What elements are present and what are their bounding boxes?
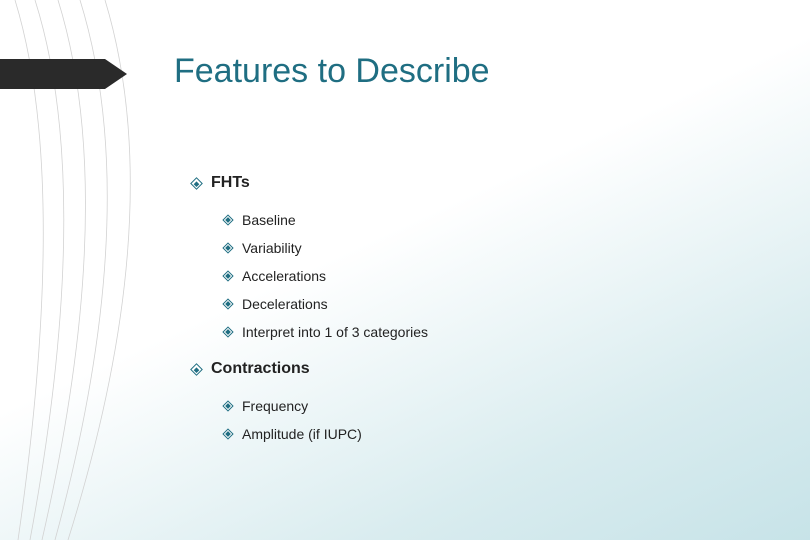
list-item: Interpret into 1 of 3 categories <box>224 324 428 340</box>
list-item: Baseline <box>224 212 428 228</box>
diamond-bullet-icon <box>222 298 233 309</box>
title-banner <box>0 59 127 89</box>
list-item: Variability <box>224 240 428 256</box>
diamond-bullet-icon <box>222 400 233 411</box>
diamond-bullet-icon <box>222 270 233 281</box>
item-label: Interpret into 1 of 3 categories <box>242 324 428 340</box>
diamond-bullet-icon <box>222 326 233 337</box>
diamond-bullet-icon <box>190 177 203 190</box>
section-label: Contractions <box>211 360 310 378</box>
banner-bar <box>0 59 105 89</box>
diamond-bullet-icon <box>222 428 233 439</box>
list-item: Contractions <box>192 360 428 378</box>
diamond-bullet-icon <box>190 363 203 376</box>
diamond-bullet-icon <box>222 214 233 225</box>
item-label: Variability <box>242 240 302 256</box>
diamond-bullet-icon <box>222 242 233 253</box>
item-label: Frequency <box>242 398 308 414</box>
banner-arrow-icon <box>105 59 127 89</box>
item-label: Baseline <box>242 212 296 228</box>
slide-title: Features to Describe <box>174 52 490 91</box>
list-item: Amplitude (if IUPC) <box>224 426 428 442</box>
slide-content: FHTs Baseline Variability Accelerations … <box>192 174 428 454</box>
item-label: Decelerations <box>242 296 328 312</box>
section-label: FHTs <box>211 174 250 192</box>
item-label: Accelerations <box>242 268 326 284</box>
list-item: Accelerations <box>224 268 428 284</box>
list-item: Decelerations <box>224 296 428 312</box>
item-label: Amplitude (if IUPC) <box>242 426 362 442</box>
list-item: FHTs <box>192 174 428 192</box>
list-item: Frequency <box>224 398 428 414</box>
